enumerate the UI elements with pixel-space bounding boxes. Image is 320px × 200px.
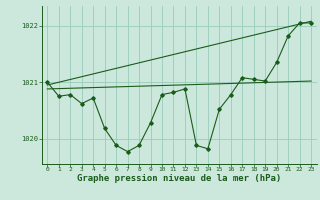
X-axis label: Graphe pression niveau de la mer (hPa): Graphe pression niveau de la mer (hPa) — [77, 174, 281, 183]
